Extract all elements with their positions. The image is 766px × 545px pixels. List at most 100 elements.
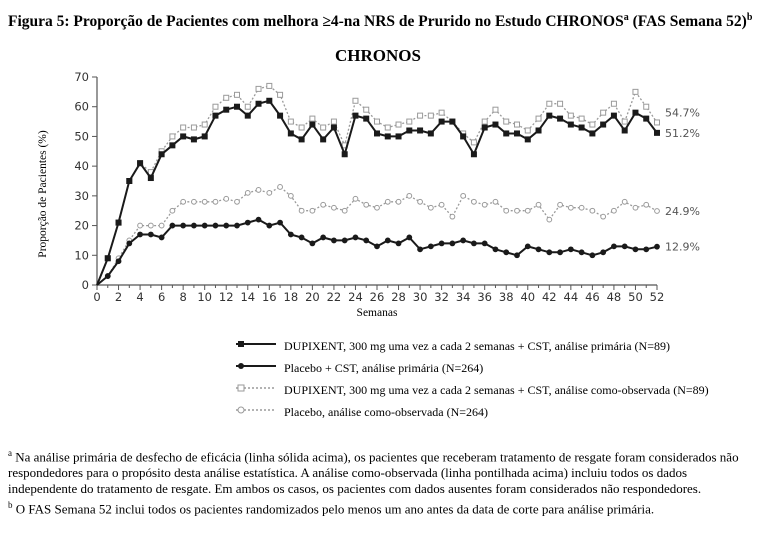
data-point — [503, 207, 510, 214]
data-point — [266, 189, 273, 196]
data-point — [578, 204, 585, 211]
x-tick-label: 24 — [348, 290, 363, 304]
data-point — [611, 207, 617, 214]
data-point — [191, 222, 197, 229]
x-tick-label: 28 — [391, 290, 406, 304]
data-point — [384, 237, 391, 244]
data-point — [621, 118, 628, 125]
legend-item-placebo-observed: Placebo, análise como-observada (N=264) — [234, 402, 754, 424]
data-point — [341, 151, 348, 158]
data-point — [104, 273, 111, 279]
data-point — [654, 243, 660, 250]
data-point — [277, 112, 284, 119]
data-point — [438, 201, 445, 208]
data-point — [471, 198, 477, 205]
data-point — [567, 121, 574, 128]
footnote-a: a Na análise primária de desfecho de efi… — [8, 445, 758, 497]
data-point — [600, 109, 607, 116]
data-point — [654, 129, 660, 136]
x-tick-label: 8 — [179, 290, 186, 304]
caption-text: Figura 5: Proporção de Pacientes com mel… — [8, 13, 624, 31]
data-point — [180, 133, 187, 140]
data-point — [621, 198, 628, 205]
data-point — [427, 130, 434, 137]
data-point — [287, 192, 294, 199]
data-point — [287, 130, 294, 137]
data-point — [578, 249, 585, 256]
data-point — [298, 234, 305, 241]
footnote-b: b O FAS Semana 52 inclui todos os pacien… — [8, 497, 758, 517]
data-point — [610, 100, 617, 107]
data-point — [600, 213, 607, 220]
data-point — [190, 136, 197, 143]
data-point — [147, 231, 154, 238]
x-tick-label: 52 — [650, 290, 665, 304]
data-point — [578, 115, 585, 122]
data-point — [395, 198, 402, 205]
data-point — [384, 124, 391, 131]
data-point — [374, 243, 380, 250]
footnote-b-text: O FAS Semana 52 inclui todos os paciente… — [12, 501, 655, 517]
data-point — [126, 240, 133, 247]
data-point — [201, 222, 208, 229]
data-point — [460, 237, 467, 244]
data-point — [578, 124, 585, 131]
data-point — [244, 112, 251, 119]
legend-label: Placebo + CST, análise primária (N=264) — [284, 361, 484, 375]
data-point — [524, 243, 531, 250]
data-point — [632, 204, 639, 211]
x-tick-label: 22 — [327, 290, 342, 304]
data-point — [600, 249, 607, 256]
data-point — [643, 115, 650, 122]
x-tick-label: 26 — [370, 290, 385, 304]
data-point — [223, 195, 230, 202]
data-point — [621, 243, 628, 250]
data-point — [169, 222, 176, 229]
legend-swatch — [236, 384, 276, 392]
data-point — [309, 207, 316, 214]
x-tick-label: 36 — [477, 290, 492, 304]
data-point — [524, 136, 531, 143]
caption-sup-a: a — [623, 12, 629, 23]
series-0 — [96, 97, 660, 286]
data-point — [147, 222, 154, 229]
data-point — [212, 103, 219, 110]
x-tick-label: 46 — [585, 290, 600, 304]
end-label: 24.9% — [665, 205, 700, 218]
data-point — [557, 201, 563, 208]
y-tick-label: 0 — [82, 278, 89, 292]
data-point — [352, 97, 359, 104]
data-point — [255, 187, 262, 193]
data-point — [309, 240, 316, 247]
legend-swatch — [236, 406, 276, 414]
data-point — [535, 115, 542, 122]
data-point — [589, 121, 596, 128]
data-point — [147, 175, 154, 182]
data-point — [352, 112, 359, 119]
x-tick-label: 48 — [607, 290, 622, 304]
data-point — [298, 136, 305, 143]
data-point — [406, 118, 413, 125]
legend-swatch — [236, 363, 276, 369]
x-tick-label: 0 — [93, 290, 100, 304]
y-tick-label: 30 — [74, 189, 89, 203]
data-point — [352, 195, 359, 202]
data-point — [266, 222, 273, 229]
data-point — [546, 100, 553, 107]
data-point — [600, 121, 607, 128]
data-point — [643, 201, 650, 208]
data-point — [514, 252, 520, 259]
data-point — [341, 237, 348, 244]
chart-series: 51.2% 12.9% 54.7% 24.9% — [96, 82, 700, 286]
data-point — [481, 240, 488, 247]
data-point — [169, 142, 176, 149]
data-point — [234, 198, 240, 205]
legend-item-dupixent-primary: DUPIXENT, 300 mg uma vez a cada 2 semana… — [234, 336, 754, 358]
data-point — [503, 130, 510, 137]
data-point — [277, 91, 284, 98]
data-point — [331, 204, 337, 211]
data-point — [546, 112, 553, 119]
data-point — [320, 124, 327, 131]
data-point — [266, 97, 273, 104]
data-point — [234, 103, 240, 110]
